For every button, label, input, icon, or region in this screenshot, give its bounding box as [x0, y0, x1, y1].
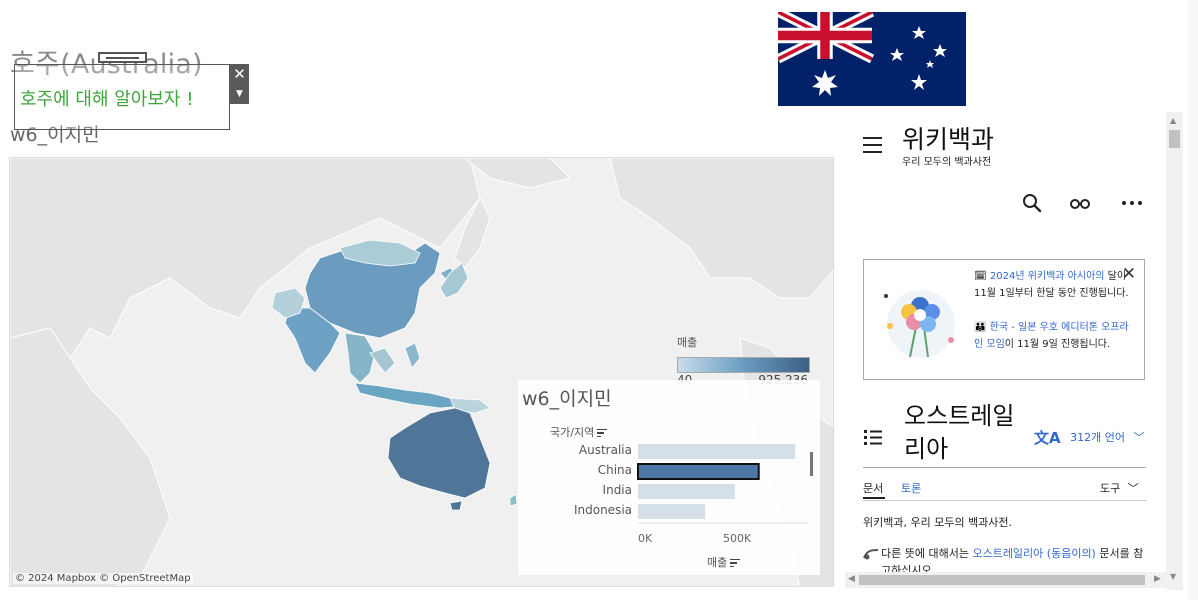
bar-chart-plot[interactable]: Australia China India Indonesia 0K 500K — [518, 380, 820, 575]
divider — [863, 500, 1146, 501]
text-object[interactable]: 호주에 대해 알아보자 ! — [14, 64, 230, 130]
category-label[interactable]: China — [598, 463, 632, 477]
dimension-label: 국가/지역 — [550, 426, 595, 439]
chart-title: w6_이지민 — [522, 388, 612, 410]
active-tab-indicator — [863, 497, 885, 499]
translate-icon: 文A — [1034, 429, 1061, 447]
bar[interactable] — [638, 504, 706, 519]
scroll-down-icon[interactable]: ▼ — [1170, 572, 1177, 581]
category-label[interactable]: Indonesia — [574, 503, 632, 517]
scrollbar-thumb[interactable] — [859, 575, 1145, 585]
sort-icon[interactable] — [597, 428, 608, 438]
menu-icon[interactable] — [863, 137, 882, 158]
x-tick-label: 0K — [638, 532, 653, 545]
asia-month-link[interactable]: 2024년 위키백과 아시아의 — [989, 271, 1105, 282]
dimension-header[interactable]: 국가/지역 — [550, 424, 608, 440]
move-handle-icon[interactable] — [98, 52, 147, 63]
editathon-link[interactable]: 한국 - 일본 우호 에디터톤 오프라인 모임 — [974, 322, 1129, 350]
divider — [863, 467, 1146, 468]
wikipedia-logo[interactable]: 위키백과 — [902, 125, 995, 154]
filled-map[interactable]: © 2024 Mapbox © OpenStreetMap 매출 40 925,… — [9, 157, 834, 587]
legend-gradient — [677, 357, 810, 373]
chart-scrollbar[interactable] — [810, 452, 813, 476]
site-notice: ✕ 🗓 2024년 위키백과 아시아의 달이 11월 1일부터 한달 동안 진행… — [863, 259, 1145, 380]
bar[interactable] — [638, 444, 796, 459]
hatnote-prefix: 다른 뜻에 대해서는 — [881, 547, 973, 560]
horizontal-scrollbar[interactable]: ◀ ▶ — [845, 572, 1166, 588]
measure-header[interactable]: 매출 — [707, 554, 741, 570]
text-object-content: 호주에 대해 알아보자 ! — [20, 89, 194, 110]
australia-flag-image — [778, 12, 966, 106]
tab-talk[interactable]: 토론 — [901, 482, 922, 495]
disambiguation-link[interactable]: 오스트레일리아 (동음이의) — [972, 547, 1096, 560]
x-tick-label: 500K — [723, 532, 752, 545]
bar[interactable] — [638, 484, 735, 499]
map-attribution[interactable]: © 2024 Mapbox © OpenStreetMap — [13, 573, 193, 584]
scroll-left-icon[interactable]: ◀ — [848, 574, 855, 584]
flower-illustration-icon — [884, 290, 955, 358]
scroll-right-icon[interactable]: ▶ — [1154, 574, 1161, 584]
color-legend: 매출 40 925,236 — [677, 334, 817, 387]
bar-chart[interactable]: w6_이지민 국가/지역 Australia China India Indonesi… — [518, 380, 820, 575]
tab-article[interactable]: 문서 — [863, 482, 884, 495]
notice-text: 이 11월 9일 진행됩니다. — [1004, 339, 1111, 350]
article-title: 오스트레일리아 — [904, 402, 1015, 463]
sort-icon[interactable] — [730, 558, 741, 568]
window-edge — [1188, 0, 1198, 600]
language-count: 312개 언어 — [1070, 430, 1125, 444]
table-of-contents-icon[interactable] — [864, 428, 884, 446]
wikipedia-panel[interactable]: 위키백과 우리 모두의 백과사전 ✕ 🗓 2024년 위키백과 아시아 — [849, 112, 1164, 592]
more-options-icon[interactable] — [1121, 192, 1143, 214]
search-icon[interactable] — [1021, 192, 1043, 214]
disambiguation-icon — [863, 549, 879, 560]
legend-title: 매출 — [677, 336, 698, 349]
language-button[interactable]: 文A 312개 언어 ﹀ — [1034, 427, 1144, 448]
scrollbar-thumb[interactable] — [1169, 130, 1180, 148]
wikipedia-tagline: 우리 모두의 백과사전 — [902, 157, 992, 168]
chevron-down-icon: ﹀ — [1133, 430, 1145, 444]
people-icon: 👪 — [974, 322, 990, 333]
from-wikipedia: 위키백과, 우리 모두의 백과사전. — [863, 516, 1013, 529]
notice-item-editathon: 👪 한국 - 일본 우호 에디터톤 오프라인 모임이 11월 9일 진행됩니다. — [974, 319, 1134, 353]
category-label[interactable]: India — [603, 483, 632, 497]
tab-tools-label: 도구 — [1100, 482, 1121, 495]
chevron-down-icon: ﹀ — [1127, 482, 1139, 495]
bar[interactable] — [637, 463, 760, 480]
dropdown-icon[interactable]: ▼ — [230, 84, 249, 104]
category-label[interactable]: Australia — [579, 443, 632, 457]
notice-item-asia-month: 🗓 2024년 위키백과 아시아의 달이 11월 1일부터 한달 동안 진행됩니… — [974, 268, 1134, 302]
calendar-icon: 🗓 — [974, 271, 990, 282]
measure-label: 매출 — [707, 556, 728, 569]
close-icon[interactable]: ✕ — [230, 64, 249, 84]
close-icon[interactable]: ✕ — [1121, 264, 1136, 284]
scroll-up-icon[interactable]: ▲ — [1170, 116, 1177, 125]
notice-text: 달이 11월 1일부터 한달 동안 진행됩니다. — [974, 271, 1129, 299]
tools-menu[interactable]: 도구 ﹀ — [1100, 480, 1139, 496]
reading-glasses-icon[interactable] — [1069, 192, 1091, 214]
vertical-scrollbar[interactable]: ▲ ▼ — [1166, 112, 1183, 590]
